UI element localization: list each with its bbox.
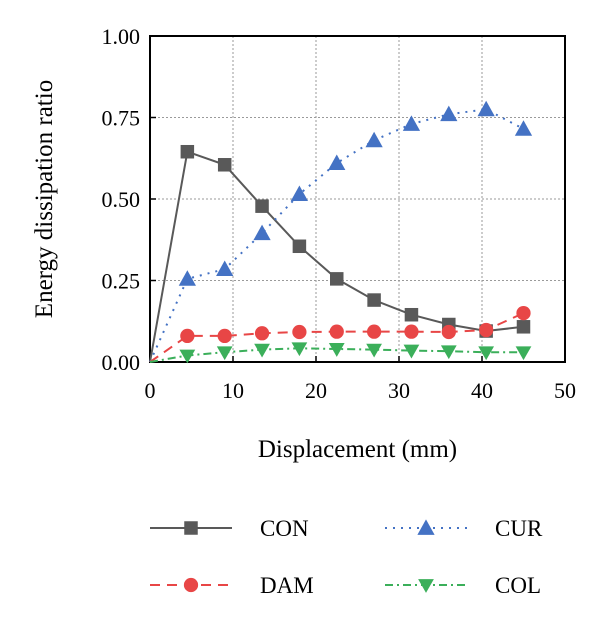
series-cur-point — [216, 260, 234, 276]
y-tick-label: 0.75 — [102, 106, 141, 131]
series-col-point — [254, 343, 270, 358]
series-col — [149, 342, 532, 364]
series-dam-point — [479, 322, 494, 338]
legend-marker — [184, 521, 198, 535]
series-col-point — [403, 344, 420, 359]
x-tick-label: 20 — [305, 378, 327, 403]
legend-item-dam: DAM — [150, 573, 314, 598]
series-col-point — [366, 343, 382, 358]
axis-ticks: 0 10 20 30 40 50 0.00 0.25 0.50 0.75 1.00 — [102, 24, 577, 403]
legend-item-cur: CUR — [385, 516, 543, 541]
series-con-point — [255, 199, 269, 213]
x-tick-label: 10 — [222, 378, 244, 403]
y-tick-label: 1.00 — [102, 24, 141, 49]
series-con-point — [367, 293, 381, 307]
legend-marker — [418, 579, 434, 593]
series-col-point — [328, 343, 345, 357]
series-con — [149, 144, 531, 363]
legend-marker — [417, 519, 435, 535]
series-cur-line — [149, 108, 524, 363]
series-col-point — [291, 342, 308, 357]
legend: CON CUR DAM COL — [150, 516, 543, 598]
series-cur-point — [440, 105, 458, 122]
series-cur-point — [290, 185, 309, 202]
series-dam-point — [329, 324, 344, 339]
x-axis-title: Displacement (mm) — [258, 436, 457, 463]
series-dam-point — [254, 326, 270, 341]
x-tick-label: 0 — [145, 378, 156, 403]
x-tick-label: 30 — [388, 378, 410, 403]
legend-label: CON — [260, 516, 309, 541]
legend-label: CUR — [495, 516, 543, 541]
series-dam — [149, 305, 531, 363]
series-cur-point — [328, 154, 346, 171]
legend-marker — [183, 577, 199, 593]
series-con-point — [180, 144, 195, 159]
series-col-point — [478, 346, 495, 361]
series-dam-point — [441, 324, 456, 340]
series-cur-point — [365, 131, 383, 148]
legend-label: DAM — [260, 573, 314, 598]
series-dam-point — [366, 324, 382, 339]
series-dam-point — [292, 324, 307, 340]
series-col-point — [515, 346, 532, 361]
series-dam-point — [180, 328, 195, 344]
series-cur — [149, 100, 533, 363]
series-dam-point — [516, 305, 531, 321]
x-tick-label: 50 — [554, 378, 576, 403]
y-axis-title: Energy dissipation ratio — [31, 80, 58, 318]
series-cur-point — [402, 115, 421, 131]
series-dam-point — [404, 324, 419, 339]
y-tick-label: 0.00 — [102, 350, 141, 375]
y-tick-label: 0.25 — [102, 269, 141, 294]
series-cur-point — [514, 120, 533, 136]
series-con-point — [404, 307, 419, 322]
series-con-point — [516, 320, 531, 334]
series-col-point — [216, 346, 233, 361]
legend-item-col: COL — [385, 573, 541, 598]
series-col-point — [179, 349, 196, 364]
legend-item-con: CON — [150, 516, 309, 541]
series-cur-point — [253, 224, 271, 241]
y-tick-label: 0.50 — [102, 187, 141, 212]
series-dam-point — [217, 328, 232, 344]
series-con-point — [292, 239, 307, 254]
series-con-point — [217, 158, 232, 172]
series-layer — [149, 100, 533, 364]
series-con-point — [330, 272, 344, 286]
x-tick-label: 40 — [471, 378, 493, 403]
legend-label: COL — [495, 573, 541, 598]
series-cur-point — [477, 100, 495, 117]
series-cur-point — [178, 270, 196, 286]
grid — [150, 36, 565, 362]
series-col-point — [440, 345, 457, 360]
